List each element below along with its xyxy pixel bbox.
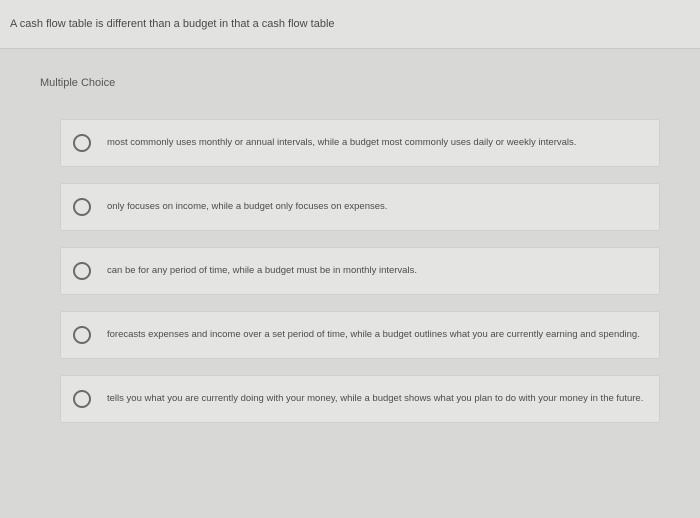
option-text: only focuses on income, while a budget o… — [107, 201, 387, 213]
option-text: forecasts expenses and income over a set… — [107, 329, 640, 341]
radio-icon[interactable] — [73, 390, 91, 408]
question-stem-text: A cash flow table is different than a bu… — [10, 18, 335, 30]
option-row[interactable]: most commonly uses monthly or annual int… — [60, 119, 660, 167]
option-row[interactable]: tells you what you are currently doing w… — [60, 375, 660, 423]
content-area: Multiple Choice most commonly uses month… — [0, 49, 700, 433]
option-row[interactable]: forecasts expenses and income over a set… — [60, 311, 660, 359]
radio-icon[interactable] — [73, 262, 91, 280]
option-text: can be for any period of time, while a b… — [107, 265, 417, 277]
option-text: most commonly uses monthly or annual int… — [107, 137, 576, 149]
radio-icon[interactable] — [73, 198, 91, 216]
radio-icon[interactable] — [73, 134, 91, 152]
option-row[interactable]: can be for any period of time, while a b… — [60, 247, 660, 295]
question-type-label: Multiple Choice — [40, 77, 660, 89]
options-list: most commonly uses monthly or annual int… — [40, 119, 660, 423]
question-stem: A cash flow table is different than a bu… — [0, 0, 700, 49]
option-text: tells you what you are currently doing w… — [107, 393, 643, 405]
radio-icon[interactable] — [73, 326, 91, 344]
option-row[interactable]: only focuses on income, while a budget o… — [60, 183, 660, 231]
